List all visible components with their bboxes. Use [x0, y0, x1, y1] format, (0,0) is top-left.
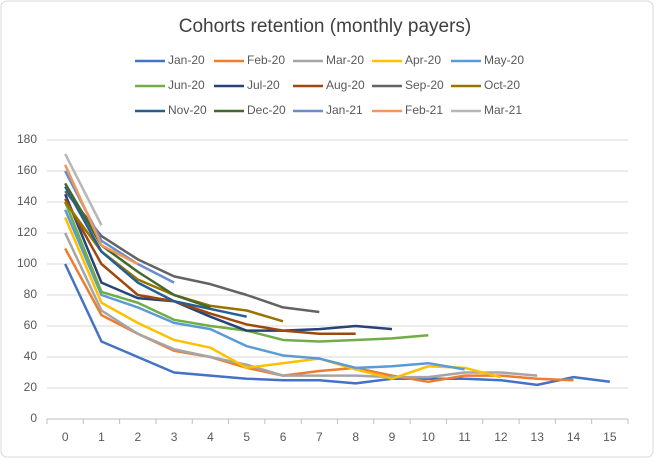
series-line: [64, 209, 465, 371]
x-tick-label: 15: [603, 430, 617, 444]
x-tick-label: 10: [422, 430, 436, 444]
legend-label: Dec-20: [247, 103, 286, 117]
legend-label: May-20: [484, 53, 524, 67]
x-tick-label: 7: [316, 430, 323, 444]
y-tick-label: 60: [24, 318, 38, 332]
legend-label: Sep-20: [405, 78, 444, 92]
x-tick-label: 5: [243, 430, 250, 444]
y-tick-label: 40: [24, 349, 38, 363]
series-line: [64, 164, 139, 266]
legend-label: Apr-20: [405, 53, 441, 67]
series-line: [64, 198, 356, 335]
series-line: [64, 232, 538, 379]
y-tick-label: 140: [17, 194, 37, 208]
y-tick-label: 20: [24, 380, 38, 394]
y-tick-label: 0: [30, 411, 37, 425]
legend-label: Feb-20: [247, 53, 285, 67]
legend-label: Jan-21: [326, 103, 363, 117]
x-tick-label: 2: [134, 430, 141, 444]
series-line: [64, 185, 247, 318]
legend-label: Nov-20: [168, 103, 207, 117]
legend-label: Mar-20: [326, 53, 364, 67]
x-tick-label: 13: [531, 430, 545, 444]
legend-label: Feb-21: [405, 103, 443, 117]
legend-label: Jul-20: [247, 78, 280, 92]
x-tick-label: 9: [389, 430, 396, 444]
series-line: [64, 193, 393, 332]
x-tick-label: 6: [280, 430, 287, 444]
x-tick-label: 3: [171, 430, 178, 444]
y-tick-label: 80: [24, 287, 38, 301]
y-tick-label: 100: [17, 256, 37, 270]
y-tick-label: 160: [17, 163, 37, 177]
series-line: [64, 190, 320, 314]
series-line: [64, 153, 103, 226]
x-tick-label: 0: [62, 430, 69, 444]
legend-label: Mar-21: [484, 103, 522, 117]
y-tick-label: 180: [17, 132, 37, 146]
x-tick-label: 8: [352, 430, 359, 444]
x-tick-label: 14: [567, 430, 581, 444]
legend-label: Jan-20: [168, 53, 205, 67]
legend-label: Oct-20: [484, 78, 520, 92]
x-tick-label: 11: [458, 430, 471, 444]
legend-label: Aug-20: [326, 78, 365, 92]
x-tick-label: 4: [207, 430, 214, 444]
series-line: [64, 182, 211, 309]
series-line: [64, 263, 611, 387]
legend-label: Jun-20: [168, 78, 205, 92]
series-line: [64, 217, 502, 380]
chart-title: Cohorts retention (monthly payers): [179, 16, 472, 37]
x-tick-label: 1: [98, 430, 105, 444]
y-tick-label: 120: [17, 225, 37, 239]
x-tick-label: 12: [494, 430, 508, 444]
